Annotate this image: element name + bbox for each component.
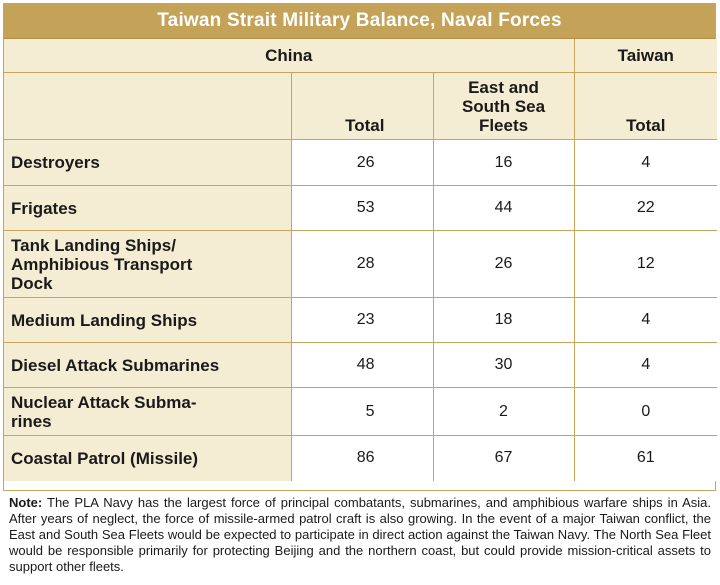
fleets-header-line: South Sea [461,97,546,116]
table-row: Tank Landing Ships/Amphibious Transport D… [4,230,718,298]
row-label-line: Diesel Attack Submarines [11,355,220,375]
table-row: Diesel Attack Submarines 48 30 4 [4,342,718,388]
table-title: Taiwan Strait Military Balance, Naval Fo… [4,4,715,39]
table-body: Destroyers 26 16 4 Frigates 53 44 22 Tank Landin… [4,139,718,481]
cell-taiwan-total: 12 [573,230,718,298]
row-label-line: Coastal Patrol (Missile) [11,448,199,468]
row-label-line: Destroyers [11,153,100,172]
row-label-line: Dock [11,273,53,293]
cell-taiwan-total: 4 [573,297,718,343]
note-text: The PLA Navy has the largest force of pr… [9,495,711,574]
row-label-line: Tank Landing Ships/ [11,235,176,255]
table-row: Nuclear Attack Subma-rines 5 2 0 [4,387,718,436]
row-label-line: Medium Landing Ships [11,310,198,330]
note-paragraph: Note: The PLA Navy has the largest force… [9,495,711,575]
row-label-line: rines [11,411,52,431]
row-label: Frigates [4,185,292,231]
cell-china-total: 28 [290,230,434,298]
cell-taiwan-total: 4 [573,342,718,388]
cell-fleets: 16 [432,139,575,186]
group-header-china: China [4,39,575,73]
cell-china-total: 26 [290,139,434,186]
table-row: Coastal Patrol (Missile) 86 67 61 [4,435,718,481]
row-label: Medium Landing Ships [4,297,292,343]
cell-china-total: 48 [290,342,434,388]
naval-balance-table: China Taiwan Total East and South Sea Fl… [4,39,718,481]
row-label-line: Nuclear Attack Subma- [11,392,197,412]
cell-china-total: 53 [290,185,434,231]
row-label: Tank Landing Ships/Amphibious Transport D… [4,230,292,298]
cell-fleets: 44 [432,185,575,231]
cell-taiwan-total: 22 [573,185,718,231]
row-label: Destroyers [4,139,292,186]
note-label: Note: [9,495,43,510]
row-label: Nuclear Attack Subma-rines [4,387,292,436]
cell-china-total: 5 [290,387,434,436]
table-row: Medium Landing Ships 23 18 4 [4,297,718,343]
cell-china-total: 23 [290,297,434,343]
row-label-line: Amphibious Transport [11,254,193,274]
row-label: Diesel Attack Submarines [4,342,292,388]
cell-fleets: 67 [432,435,575,481]
col-header-taiwan-total: Total [573,72,718,140]
cell-taiwan-total: 4 [573,139,718,186]
col-header-china-total: Total [290,72,434,140]
row-label-line: Frigates [11,198,78,218]
header-blank [4,72,292,140]
table-row: Destroyers 26 16 4 [4,139,718,186]
fleets-header-line: East and [468,78,539,97]
col-header-fleets: East and South Sea Fleets [432,72,575,140]
fleets-header-line: Fleets [478,116,529,135]
group-header-taiwan: Taiwan [573,39,718,73]
cell-fleets: 30 [432,342,575,388]
cell-china-total: 86 [290,435,434,481]
naval-balance-table-frame: Taiwan Strait Military Balance, Naval Fo… [3,3,718,491]
cell-fleets: 26 [432,230,575,298]
cell-taiwan-total: 0 [573,387,718,436]
cell-fleets: 2 [432,387,575,436]
table-row: Frigates 53 44 22 [4,185,718,231]
cell-fleets: 18 [432,297,575,343]
row-label: Coastal Patrol (Missile) [4,435,292,481]
cell-taiwan-total: 61 [573,435,718,481]
